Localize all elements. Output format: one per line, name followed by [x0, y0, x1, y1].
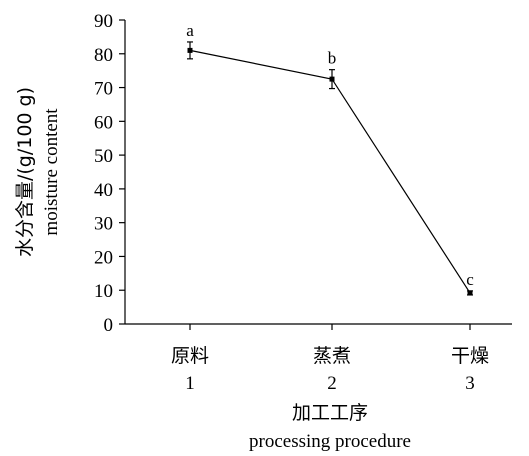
x-axis: 原料 1 蒸煮 2 干燥 3	[125, 323, 512, 394]
x-category-label: 蒸煮	[313, 345, 351, 367]
x-category-number: 1	[185, 373, 195, 394]
x-axis-title-en: processing procedure	[249, 431, 411, 452]
y-axis-title-cn: 水分含量/(g/100 g)	[14, 87, 36, 257]
y-axis-title: 水分含量/(g/100 g) moisture content	[14, 87, 62, 257]
y-tick-label: 30	[94, 214, 113, 235]
x-ticks: 原料 1 蒸煮 2 干燥 3	[171, 324, 489, 394]
data-point	[467, 290, 473, 296]
plot-area: a b c	[186, 21, 474, 296]
x-category-label: 干燥	[451, 345, 489, 367]
y-tick-label: 70	[94, 79, 113, 100]
y-ticks: 0 10 20 30 40 50 60 70 80 90	[94, 11, 125, 336]
y-tick-label: 10	[94, 281, 113, 302]
y-axis: 0 10 20 30 40 50 60 70 80 90	[94, 11, 126, 336]
significance-label: b	[328, 49, 337, 68]
significance-label: c	[466, 270, 474, 289]
significance-label: a	[186, 21, 194, 40]
data-point	[329, 76, 335, 82]
series-line	[189, 49, 471, 294]
y-tick-label: 60	[94, 112, 113, 133]
data-point	[187, 47, 193, 53]
x-category-label: 原料	[171, 345, 209, 367]
x-axis-title-cn: 加工工序	[292, 402, 368, 424]
y-tick-label: 50	[94, 146, 113, 167]
y-tick-label: 0	[104, 315, 114, 336]
x-category-number: 2	[327, 373, 337, 394]
y-tick-label: 90	[94, 11, 113, 32]
y-tick-label: 20	[94, 247, 113, 268]
y-tick-label: 40	[94, 180, 113, 201]
y-tick-label: 80	[94, 45, 113, 66]
x-category-number: 3	[465, 373, 475, 394]
x-axis-title: 加工工序 processing procedure	[249, 402, 411, 452]
y-axis-title-en: moisture content	[41, 108, 62, 236]
